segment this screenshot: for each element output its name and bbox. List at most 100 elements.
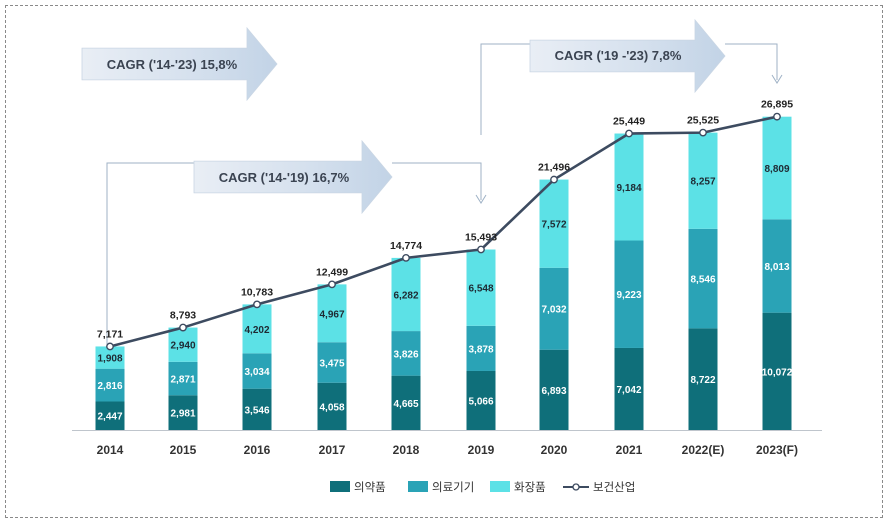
line-point (477, 245, 485, 254)
line-value-label: 10,783 (241, 286, 273, 298)
line-value-label: 14,774 (390, 240, 422, 252)
line-value-label: 7,171 (97, 328, 123, 340)
bar-2018-의료기기 (391, 331, 421, 376)
cagr-arrow-14-19 (193, 139, 393, 215)
bar-value-label: 9,223 (616, 290, 641, 301)
line-point (179, 323, 187, 332)
x-tick-label: 2014 (97, 443, 124, 457)
bar-2015-의약품 (168, 395, 198, 430)
bar-2017-화장품 (317, 284, 347, 343)
bar-2022(E)-화장품 (688, 132, 718, 229)
bar-2014-화장품 (95, 346, 125, 369)
line-point (773, 112, 781, 121)
line-value-label: 21,496 (538, 162, 570, 174)
cagr-arrow-14-23-label: CAGR ('14-'23) 15,8% (107, 57, 238, 72)
bar-2018-의약품 (391, 375, 421, 430)
bar-value-label: 4,967 (319, 309, 344, 320)
line-point (106, 342, 114, 351)
cagr-arrow-19-23 (529, 18, 726, 94)
line-value-label: 25,449 (613, 116, 645, 128)
cagr-arrow-14-19-label: CAGR ('14-'19) 16,7% (219, 170, 350, 185)
legend-swatch (490, 481, 510, 492)
bar-2022(E)-의료기기 (688, 228, 718, 329)
line-value-label: 25,525 (687, 115, 719, 127)
legend-label: 의약품 (354, 480, 386, 494)
bar-2014-의료기기 (95, 368, 125, 402)
bracket-line-19-23-end (725, 43, 778, 80)
bar-2022(E)-의약품 (688, 328, 718, 430)
bracket-arrowhead-2019 (475, 194, 487, 204)
bracket-line-14-19-end (392, 162, 482, 200)
line-point (253, 300, 261, 309)
bar-value-label: 2,871 (170, 375, 195, 386)
bar-2017-의료기기 (317, 342, 347, 383)
bar-value-label: 2,940 (170, 341, 195, 352)
bar-2023(F)-의료기기 (762, 219, 792, 313)
bar-2016-의약품 (242, 388, 272, 430)
line-point (699, 128, 707, 137)
bar-2021-의료기기 (614, 240, 644, 348)
bar-value-label: 7,032 (541, 305, 566, 316)
bar-2019-화장품 (466, 249, 496, 326)
bar-value-label: 8,546 (690, 275, 715, 286)
bar-value-label: 2,816 (97, 381, 122, 392)
line-point (550, 175, 558, 184)
bar-2016-의료기기 (242, 353, 272, 389)
bar-2017-의약품 (317, 382, 347, 430)
legend-swatch (408, 481, 428, 492)
x-tick-label: 2019 (468, 443, 495, 457)
bracket-line-19-23 (480, 43, 530, 135)
bar-2023(F)-화장품 (762, 116, 792, 220)
bracket-arrowhead-2023 (771, 74, 783, 84)
bar-value-label: 8,809 (764, 164, 789, 175)
legend-swatch (330, 481, 350, 492)
bar-value-label: 6,548 (468, 284, 493, 295)
bar-2016-화장품 (242, 304, 272, 354)
x-tick-label: 2021 (616, 443, 643, 457)
line-value-label: 8,793 (170, 310, 196, 322)
bar-2015-화장품 (168, 327, 198, 362)
bar-value-label: 2,447 (97, 412, 122, 423)
bar-value-label: 3,475 (319, 358, 344, 369)
bar-2021-의약품 (614, 347, 644, 430)
bar-value-label: 3,546 (244, 405, 269, 416)
bar-2018-화장품 (391, 257, 421, 332)
line-point (328, 280, 336, 289)
bar-value-label: 7,572 (541, 220, 566, 231)
bar-value-label: 4,665 (393, 399, 418, 410)
line-보건산업 (109, 115, 778, 348)
bar-value-label: 1,908 (97, 354, 122, 365)
x-tick-label: 2023(F) (756, 443, 798, 457)
x-tick-label: 2018 (393, 443, 420, 457)
bar-value-label: 9,184 (616, 183, 641, 194)
bar-value-label: 5,066 (468, 396, 493, 407)
legend-label: 의료기기 (432, 481, 474, 494)
x-tick-label: 2017 (319, 443, 346, 457)
line-value-label: 12,499 (316, 266, 348, 278)
bar-2019-의료기기 (466, 325, 496, 371)
cagr-arrow-19-23-label: CAGR ('19 -'23) 7,8% (555, 48, 682, 63)
legend-label: 화장품 (514, 481, 546, 494)
bar-value-label: 8,013 (764, 262, 789, 273)
x-tick-label: 2015 (170, 443, 197, 457)
bar-2019-의약품 (466, 370, 496, 430)
bar-value-label: 2,981 (170, 409, 195, 420)
line-value-label: 15,493 (465, 232, 497, 244)
line-point (625, 129, 633, 138)
line-point (402, 253, 410, 262)
bar-2014-의약품 (95, 401, 125, 430)
bar-value-label: 8,257 (690, 177, 715, 188)
bar-value-label: 8,722 (690, 375, 715, 386)
x-tick-label: 2016 (244, 443, 271, 457)
x-tick-label: 2020 (541, 443, 568, 457)
bar-value-label: 10,072 (762, 367, 793, 378)
bar-value-label: 6,893 (541, 386, 566, 397)
bracket-line-14-19 (106, 162, 194, 345)
bar-value-label: 3,878 (468, 344, 493, 355)
bar-value-label: 3,034 (244, 367, 269, 378)
bar-value-label: 3,826 (393, 349, 418, 360)
bar-2023(F)-의약품 (762, 312, 792, 430)
bar-2015-의료기기 (168, 361, 198, 396)
bar-2020-의약품 (539, 349, 569, 430)
